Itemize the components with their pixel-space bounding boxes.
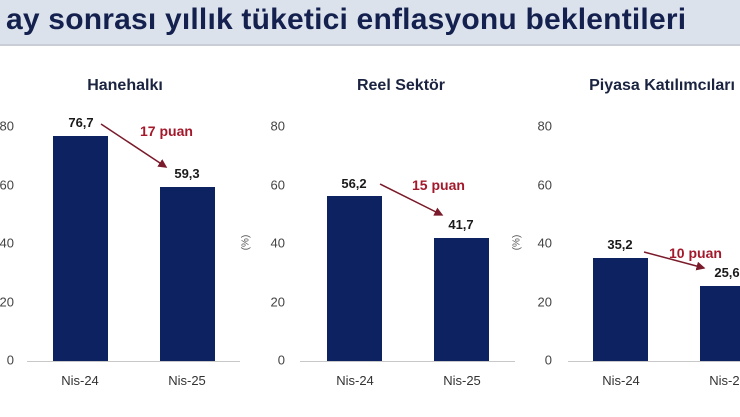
x-label: Nis-24	[336, 373, 374, 388]
change-annotation: 15 puan	[412, 177, 465, 193]
y-tick: 80	[0, 118, 14, 134]
y-tick: 20	[0, 294, 14, 310]
y-tick: 0	[277, 352, 285, 368]
x-axis-line	[300, 361, 515, 362]
x-label: Nis-25	[443, 373, 481, 388]
change-annotation: 10 puan	[669, 245, 722, 261]
bar-nis-25	[700, 286, 740, 361]
bar-nis-24	[327, 196, 382, 361]
y-tick: 40	[0, 235, 14, 251]
bar-value: 35,2	[607, 237, 633, 252]
bar-nis-24	[53, 136, 108, 361]
y-tick: 60	[537, 177, 552, 193]
header-band: ay sonrası yıllık tüketici enflasyonu be…	[0, 0, 740, 46]
y-tick: 80	[270, 118, 285, 134]
y-axis-unit: (%)	[511, 234, 523, 251]
bar-value: 59,3	[174, 166, 200, 181]
panel-title: Piyasa Katılımcıları	[589, 77, 735, 94]
y-tick: 60	[270, 177, 285, 193]
change-annotation: 17 puan	[140, 123, 193, 139]
x-label: Nis-24	[61, 373, 99, 388]
x-axis-line	[27, 361, 240, 362]
x-axis-line	[568, 361, 740, 362]
y-tick: 20	[270, 294, 285, 310]
x-label: Nis-25	[709, 373, 740, 388]
bar-nis-25	[160, 187, 215, 361]
panel-title: Reel Sektör	[356, 77, 446, 94]
bar-value: 76,7	[68, 115, 94, 130]
y-tick: 20	[537, 294, 552, 310]
bar-nis-25	[434, 238, 489, 361]
y-tick: 0	[6, 352, 14, 368]
panel-title: Hanehalkı	[87, 77, 163, 94]
bar-value: 41,7	[448, 217, 474, 232]
y-axis-unit: (%)	[240, 234, 252, 251]
x-label: Nis-25	[168, 373, 206, 388]
bar-value: 25,6	[714, 265, 740, 280]
y-tick: 40	[270, 235, 285, 251]
y-tick: 60	[0, 177, 14, 193]
x-label: Nis-24	[602, 373, 640, 388]
y-tick: 40	[537, 235, 552, 251]
y-tick: 80	[537, 118, 552, 134]
y-tick: 0	[544, 352, 552, 368]
bar-value: 56,2	[341, 176, 367, 191]
bar-nis-24	[593, 258, 648, 361]
page-title: ay sonrası yıllık tüketici enflasyonu be…	[6, 3, 687, 36]
